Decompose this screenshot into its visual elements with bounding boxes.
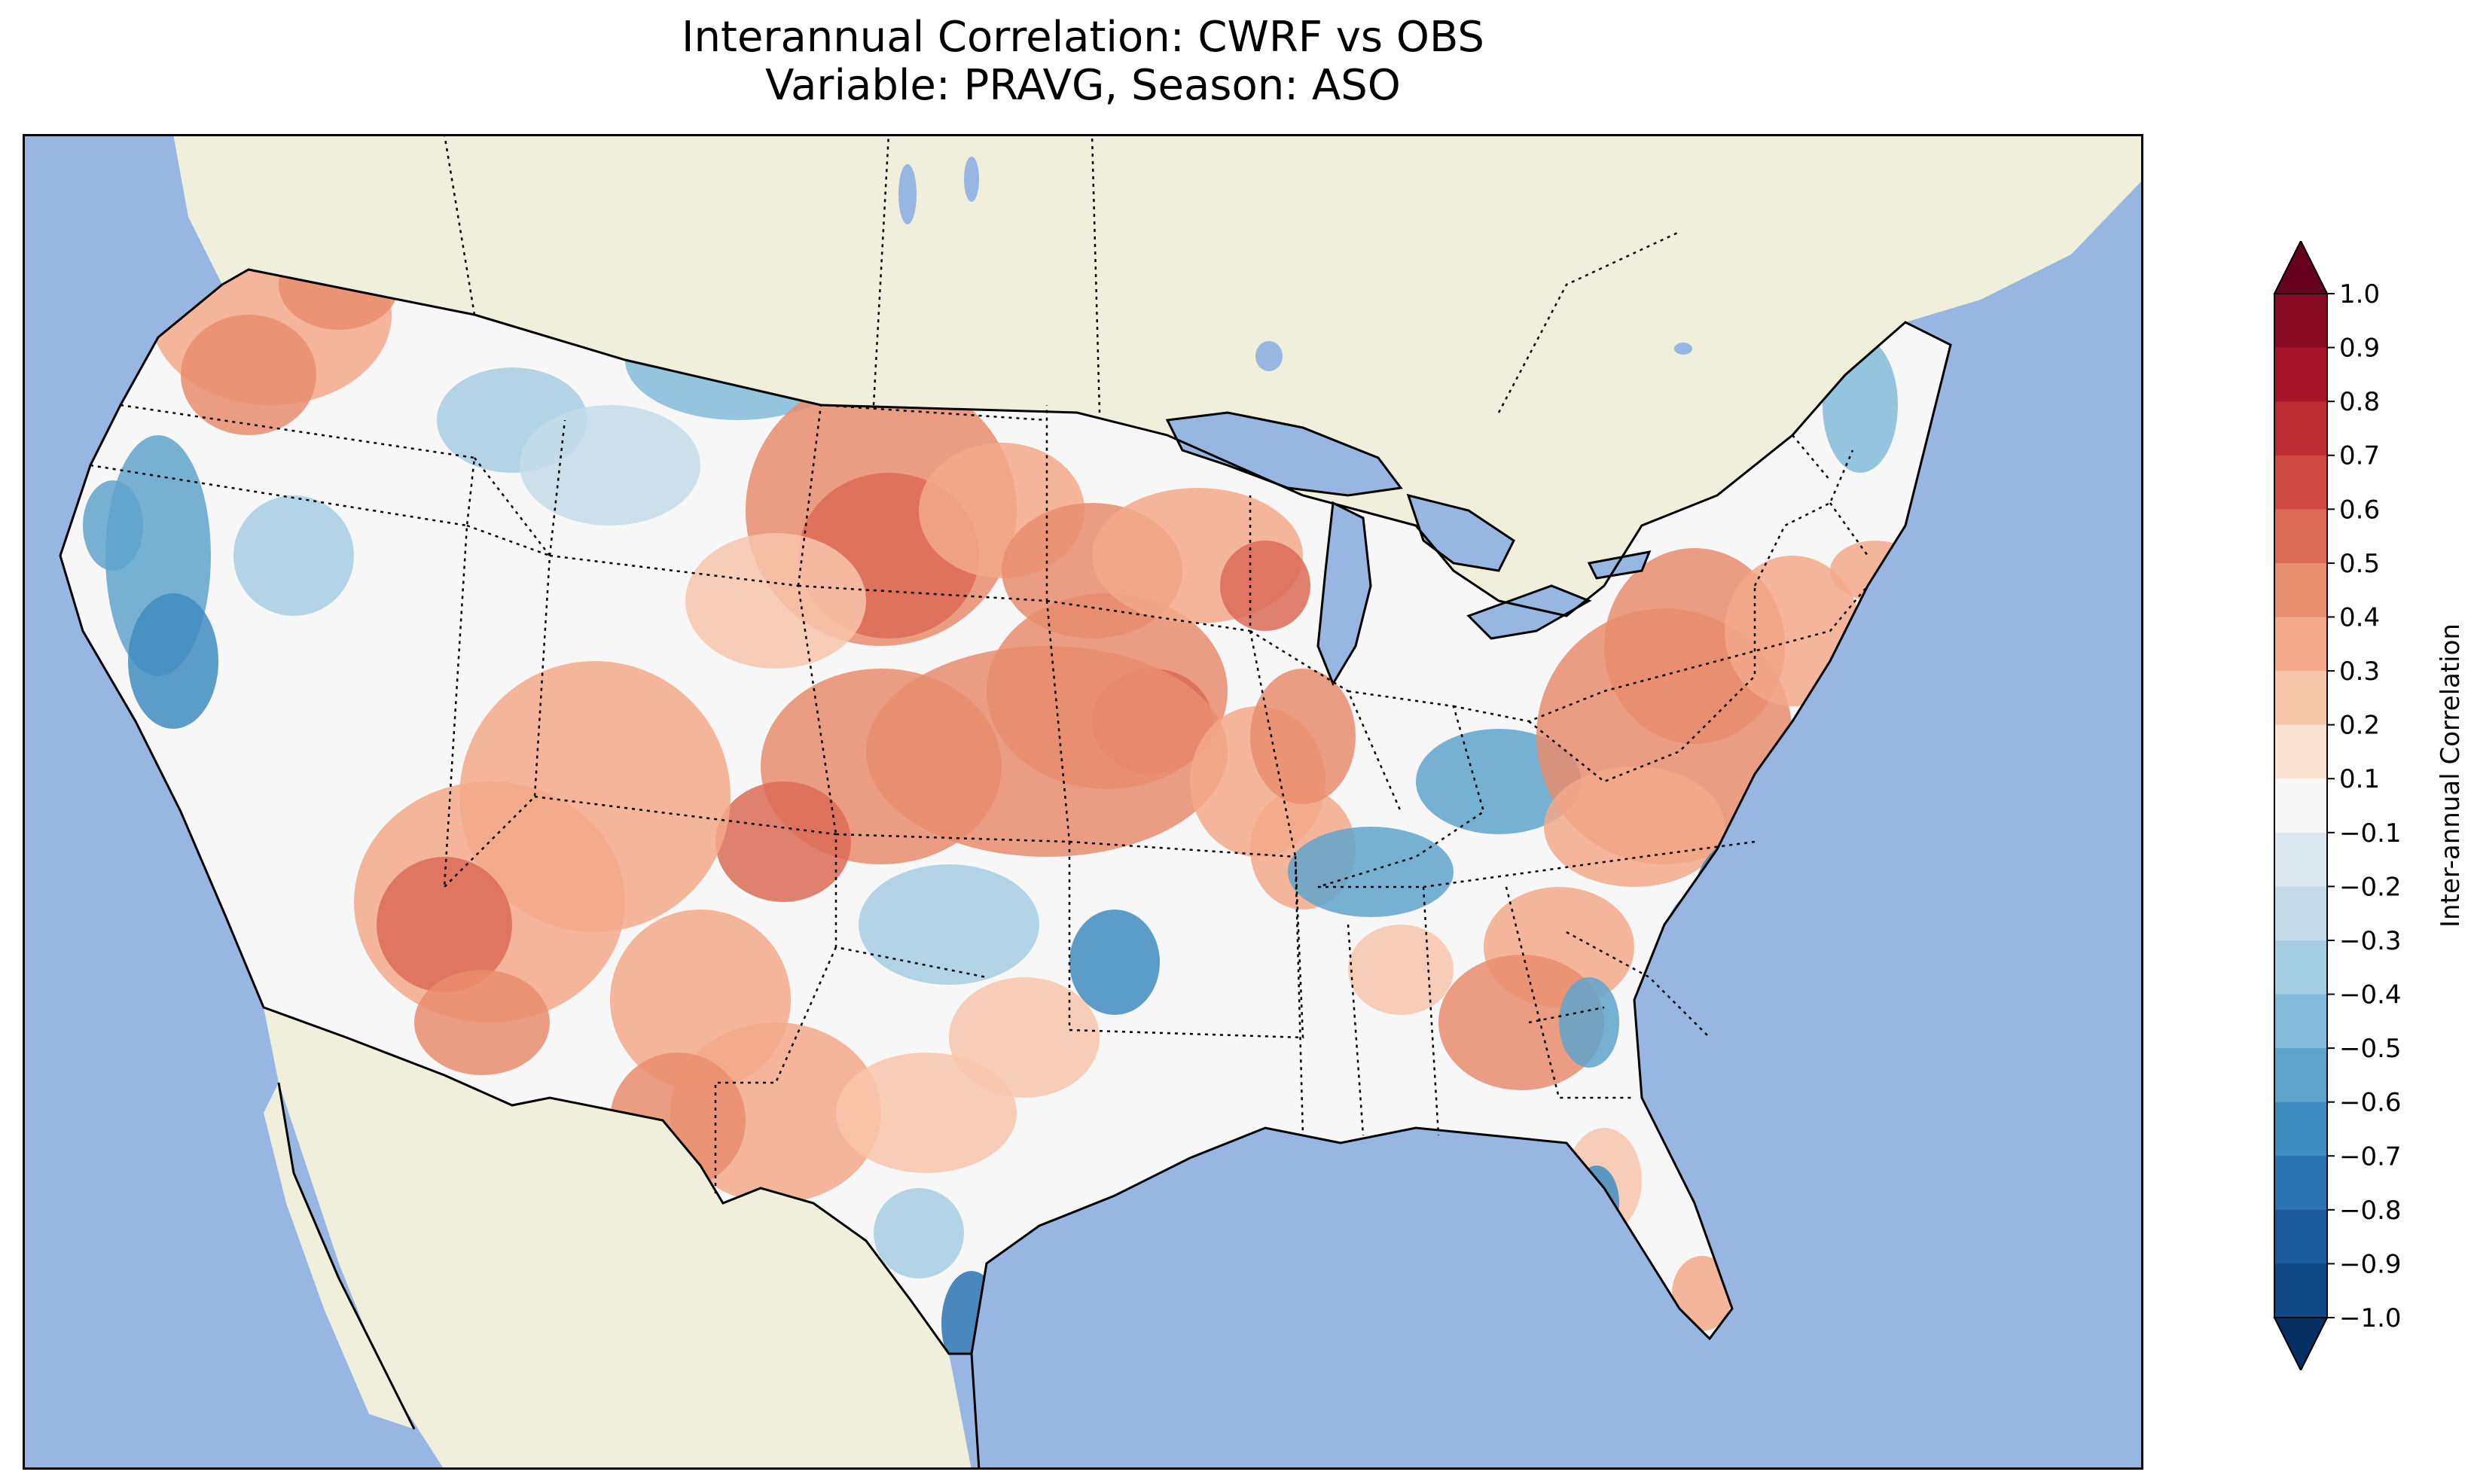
colorbar-tick-label: −0.4 xyxy=(2339,980,2402,1010)
correlation-patch xyxy=(1348,925,1454,1015)
colorbar-swatch xyxy=(2274,1263,2327,1318)
correlation-patch xyxy=(128,593,218,729)
colorbar-tick-label: 0.4 xyxy=(2339,602,2380,632)
colorbar-tick-label: −0.3 xyxy=(2339,926,2402,956)
map-title: Interannual Correlation: CWRF vs OBS Var… xyxy=(0,14,2166,110)
land-mexico xyxy=(264,1007,972,1470)
colorbar-tick-label: 0.7 xyxy=(2339,441,2380,471)
canada-borders xyxy=(443,134,1680,413)
title-line-2: Variable: PRAVG, Season: ASO xyxy=(765,61,1401,110)
colorbar-tick-label: −0.1 xyxy=(2339,818,2402,849)
colorbar-tick-label: −0.5 xyxy=(2339,1034,2402,1064)
correlation-patch xyxy=(715,782,851,902)
colorbar-tick-label: 0.8 xyxy=(2339,387,2380,417)
correlation-patch xyxy=(1069,910,1160,1015)
colorbar-swatch xyxy=(2274,617,2327,672)
colorbar-swatch xyxy=(2274,294,2327,349)
map-frame xyxy=(23,134,2143,1470)
colorbar-tick-label: −0.6 xyxy=(2339,1088,2402,1118)
mexico-coast xyxy=(277,1082,981,1470)
correlation-patch xyxy=(949,977,1100,1098)
correlation-patch xyxy=(1672,1256,1732,1331)
colorbar-swatch xyxy=(2274,347,2327,402)
correlation-patch xyxy=(520,405,700,526)
correlation-patch xyxy=(1544,766,1725,887)
correlation-patch xyxy=(1250,669,1356,804)
colorbar-swatch xyxy=(2274,671,2327,726)
colorbar-tick-label: −1.0 xyxy=(2339,1303,2402,1333)
land-baja xyxy=(264,1083,414,1429)
colorbar-swatch xyxy=(2274,401,2327,456)
colorbar-swatch xyxy=(2274,1156,2327,1211)
colorbar-tick-label: 0.5 xyxy=(2339,549,2380,579)
correlation-patch xyxy=(685,533,866,669)
colorbar-frame xyxy=(2274,293,2328,1318)
colorbar-swatch xyxy=(2274,509,2327,564)
colorbar: 1.0 0.9 0.8 0.7 0.6 0.5 0.4 0.3 0.2 0.1 −0.1 −0.2 −0… xyxy=(2273,241,2466,1370)
colorbar-swatch xyxy=(2274,455,2327,510)
colorbar-swatch xyxy=(2274,1048,2327,1103)
colorbar-swatch xyxy=(2274,779,2327,833)
correlation-patch xyxy=(414,970,550,1075)
colorbar-swatch xyxy=(2274,994,2327,1049)
colorbar-tick-label: 0.1 xyxy=(2339,764,2380,794)
colorbar-tick-label: −0.9 xyxy=(2339,1249,2402,1279)
title-line-1: Interannual Correlation: CWRF vs OBS xyxy=(682,13,1484,62)
colorbar-tick-label: −0.7 xyxy=(2339,1141,2402,1172)
colorbar-swatch xyxy=(2274,724,2327,779)
correlation-patch xyxy=(233,495,354,616)
correlation-patch xyxy=(1288,827,1454,917)
canada-lakes xyxy=(898,157,1692,371)
correlation-patch xyxy=(874,1188,964,1278)
colorbar-ticks: 1.0 0.9 0.8 0.7 0.6 0.5 0.4 0.3 0.2 0.1 −0.1 −0.2 −0… xyxy=(2327,279,2402,1333)
colorbar-swatch xyxy=(2274,886,2327,941)
colorbar-tick-label: −0.8 xyxy=(2339,1196,2402,1226)
colorbar-label: Inter-annual Correlation xyxy=(2436,623,2466,928)
colorbar-extend-max xyxy=(2273,241,2329,294)
us-outline xyxy=(59,268,1952,1355)
correlation-map xyxy=(23,134,2143,1470)
colorbar-tick-label: 1.0 xyxy=(2339,279,2380,309)
correlation-patch xyxy=(377,857,512,992)
correlation-patch xyxy=(859,864,1039,985)
colorbar-tick-label: 0.6 xyxy=(2339,495,2380,525)
colorbar-tick-label: 0.2 xyxy=(2339,711,2380,741)
correlation-patch xyxy=(836,1053,1017,1173)
colorbar-swatch xyxy=(2274,832,2327,887)
colorbar-tick-label: 0.9 xyxy=(2339,334,2380,364)
correlation-patch xyxy=(1438,955,1604,1090)
correlation-patch xyxy=(1220,541,1310,631)
colorbar-swatches xyxy=(2273,241,2329,1370)
colorbar-tick-label: −0.2 xyxy=(2339,872,2402,902)
correlation-patch xyxy=(181,315,316,435)
great-lakes xyxy=(1165,411,1652,687)
state-boundaries xyxy=(90,404,1869,1196)
correlation-patch xyxy=(83,480,143,571)
colorbar-tick-label: 0.3 xyxy=(2339,657,2380,687)
correlation-patch xyxy=(1559,977,1619,1068)
land-canada xyxy=(23,134,2143,616)
colorbar-swatch xyxy=(2274,562,2327,617)
colorbar-swatch xyxy=(2274,940,2327,995)
colorbar-swatch xyxy=(2274,1209,2327,1264)
colorbar-extend-min xyxy=(2273,1317,2329,1370)
colorbar-swatch xyxy=(2274,1102,2327,1156)
